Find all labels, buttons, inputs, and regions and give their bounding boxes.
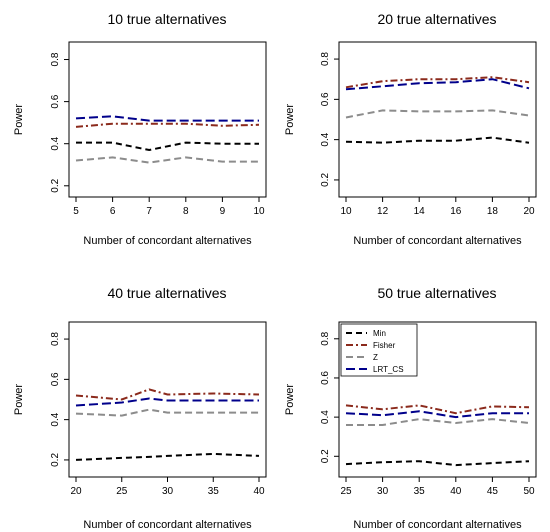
series-line-lrt-cs [75, 115, 259, 122]
x-tick-label: 7 [146, 206, 152, 217]
y-tick-label: 0.4 [320, 410, 331, 424]
x-tick-label: 5 [73, 206, 79, 217]
plot-frame [338, 321, 537, 478]
series-line-z [75, 156, 259, 164]
x-tick-label: 10 [253, 206, 265, 217]
x-axis-label: Number of concordant alternatives [83, 519, 252, 531]
x-tick-label: 45 [487, 486, 499, 497]
series-line-min [75, 452, 260, 461]
series-line-fisher [75, 388, 260, 401]
y-axis-label: Power [13, 104, 25, 136]
x-tick-label: 20 [523, 206, 535, 217]
y-tick-label: 0.2 [50, 178, 61, 192]
y-tick-label: 0.6 [320, 371, 331, 385]
chart-title: 40 true alternatives [107, 285, 226, 301]
x-axis-label: Number of concordant alternatives [83, 235, 252, 247]
y-tick-label: 0.2 [50, 453, 61, 467]
chart-title: 20 true alternatives [377, 11, 496, 27]
x-tick-label: 20 [70, 486, 82, 497]
y-tick-label: 0.4 [50, 412, 61, 426]
panel-2: 20 true alternatives 10 12 14 16 18 20 0.2 0.4 0.… [284, 11, 537, 247]
series-line-z [345, 109, 530, 119]
y-tick-label: 0.8 [50, 332, 61, 346]
x-tick-label: 9 [220, 206, 226, 217]
y-tick-label: 0.8 [320, 52, 331, 66]
x-tick-label: 35 [208, 486, 220, 497]
series-line-fisher [345, 76, 530, 89]
series-line-z [346, 418, 530, 426]
x-tick-label: 40 [450, 486, 462, 497]
series-line-min [345, 136, 530, 144]
legend-label: LRT_CS [373, 365, 404, 374]
x-tick-label: 16 [450, 206, 462, 217]
x-tick-label: 12 [377, 206, 389, 217]
panel-3: 40 true alternatives 20 25 30 35 40 0.2 0.4 0.6 0… [13, 285, 267, 531]
plot-frame [68, 41, 267, 198]
series-line-fisher [75, 122, 260, 128]
x-tick-label: 8 [183, 206, 189, 217]
series-line-lrt-cs [345, 410, 529, 419]
y-tick-label: 0.2 [320, 173, 331, 187]
y-tick-label: 0.8 [50, 52, 61, 66]
series-line-z [75, 408, 259, 417]
y-tick-label: 0.4 [320, 132, 331, 146]
legend-label: Z [373, 353, 378, 362]
y-tick-label: 0.4 [50, 136, 61, 150]
series-line-fisher [345, 404, 530, 415]
y-axis-label: Power [13, 384, 25, 416]
x-axis-label: Number of concordant alternatives [353, 519, 522, 531]
panel-1: 10 true alternatives 5 6 7 8 9 10 0.2 0.4 0.6 0.8 N… [13, 11, 267, 247]
y-tick-label: 0.8 [320, 331, 331, 345]
series-line-min [76, 141, 259, 152]
y-tick-label: 0.6 [320, 92, 331, 106]
y-tick-label: 0.6 [50, 94, 61, 108]
series-line-lrt-cs [345, 78, 530, 91]
chart-title: 50 true alternatives [377, 285, 496, 301]
x-tick-label: 25 [340, 486, 352, 497]
panel-4: 50 true alternatives 25 30 35 40 45 50 0.2 0.4 0.… [284, 285, 537, 531]
x-tick-label: 18 [487, 206, 499, 217]
chart-title: 10 true alternatives [107, 11, 226, 27]
y-tick-label: 0.6 [50, 372, 61, 386]
x-tick-label: 14 [414, 206, 426, 217]
x-tick-label: 35 [414, 486, 426, 497]
plot-frame [338, 41, 537, 198]
series-line-min [345, 460, 530, 467]
legend: Min Fisher Z LRT_CS [340, 323, 418, 377]
x-tick-label: 25 [116, 486, 128, 497]
legend-label: Min [373, 329, 386, 338]
legend-box [340, 323, 418, 377]
x-tick-label: 30 [162, 486, 174, 497]
x-tick-label: 6 [110, 206, 116, 217]
x-tick-label: 40 [253, 486, 265, 497]
y-axis-label: Power [284, 104, 296, 136]
y-tick-label: 0.2 [320, 449, 331, 463]
x-tick-label: 50 [523, 486, 535, 497]
series-line-lrt-cs [75, 397, 259, 407]
x-axis-label: Number of concordant alternatives [353, 235, 522, 247]
x-tick-label: 30 [377, 486, 389, 497]
x-tick-label: 10 [340, 206, 352, 217]
legend-label: Fisher [373, 341, 396, 350]
y-axis-label: Power [284, 384, 296, 416]
